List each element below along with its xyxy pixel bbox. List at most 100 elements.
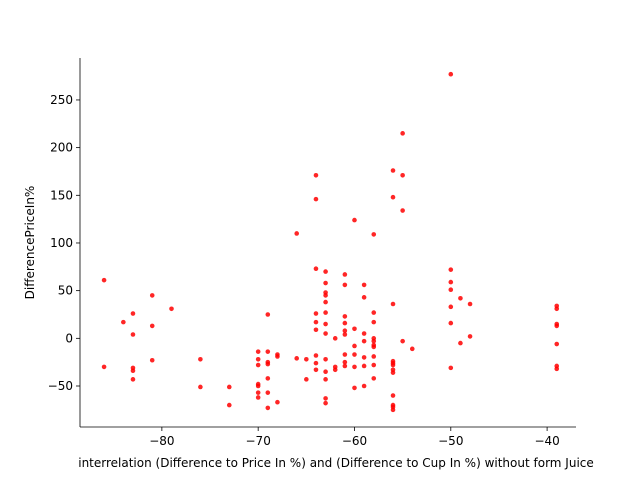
data-point <box>323 377 328 382</box>
data-point <box>352 217 357 223</box>
data-point <box>458 340 463 346</box>
data-point <box>371 338 377 344</box>
data-point <box>149 357 155 363</box>
data-point <box>323 396 328 401</box>
data-point <box>448 71 454 77</box>
y-tick-label: 0 <box>65 331 73 345</box>
y-axis-ticks: −50 0 50 100 150 200 250 <box>48 93 80 393</box>
data-point <box>361 355 367 360</box>
data-point <box>342 328 348 333</box>
data-point <box>554 306 560 312</box>
data-point <box>352 385 357 391</box>
data-point <box>169 306 174 312</box>
data-point <box>361 295 367 300</box>
data-point <box>342 363 348 369</box>
data-point <box>352 352 357 357</box>
data-point <box>313 360 319 366</box>
data-point <box>265 376 271 381</box>
data-point <box>198 384 203 390</box>
data-point <box>313 353 319 358</box>
data-point <box>458 295 463 301</box>
data-point <box>390 301 396 307</box>
data-point <box>323 269 328 274</box>
data-point <box>342 332 348 337</box>
data-point <box>390 168 396 173</box>
data-point <box>323 331 328 336</box>
data-point <box>371 344 377 350</box>
data-point <box>371 319 377 325</box>
data-point <box>400 338 405 344</box>
data-point <box>313 196 319 202</box>
data-point <box>361 282 367 288</box>
data-point <box>275 354 280 359</box>
data-point <box>130 368 136 374</box>
data-point <box>332 336 338 341</box>
data-point <box>265 405 271 411</box>
data-point <box>371 310 377 315</box>
data-point <box>313 319 319 325</box>
x-tick-label: −60 <box>342 434 367 448</box>
x-axis-label: interrelation (Difference to Price In %)… <box>78 456 594 470</box>
data-point <box>400 131 405 136</box>
data-point <box>101 364 107 370</box>
data-point <box>409 346 415 352</box>
data-point <box>400 172 405 178</box>
data-point <box>313 327 319 333</box>
data-point <box>361 331 367 336</box>
data-point <box>352 364 357 370</box>
data-point <box>467 301 473 307</box>
data-point <box>554 341 560 347</box>
data-point <box>361 363 367 369</box>
data-point <box>255 357 261 362</box>
data-point <box>448 267 454 272</box>
data-point <box>323 310 328 315</box>
y-tick-label: −50 <box>48 379 73 393</box>
data-point <box>352 343 357 349</box>
data-point <box>332 367 338 373</box>
data-point <box>371 376 377 381</box>
data-point <box>342 314 348 319</box>
data-point <box>198 357 203 362</box>
x-tick-label: −70 <box>246 434 271 448</box>
y-tick-label: 150 <box>50 188 73 202</box>
data-point <box>313 311 319 316</box>
data-point <box>323 357 328 362</box>
data-point <box>265 312 271 317</box>
data-point <box>361 383 367 389</box>
y-tick-label: 250 <box>50 93 73 107</box>
data-point <box>352 326 357 332</box>
data-point <box>342 272 348 277</box>
data-point <box>275 399 280 405</box>
data-point <box>323 299 328 305</box>
data-points <box>101 71 560 413</box>
data-point <box>554 323 560 329</box>
data-point <box>390 393 396 398</box>
data-point <box>130 377 136 382</box>
data-point <box>371 362 377 368</box>
data-point <box>361 338 367 344</box>
data-point <box>121 319 126 325</box>
data-point <box>323 293 328 298</box>
data-point <box>342 359 348 365</box>
data-point <box>323 369 328 374</box>
data-point <box>304 357 309 362</box>
y-tick-label: 200 <box>50 141 73 155</box>
data-point <box>371 354 377 359</box>
data-point <box>255 349 261 354</box>
data-point <box>255 390 261 395</box>
data-point <box>130 332 136 337</box>
data-point <box>255 395 261 400</box>
data-point <box>390 362 396 368</box>
data-point <box>342 320 348 326</box>
data-point <box>448 287 454 292</box>
data-point <box>467 334 473 339</box>
data-point <box>313 367 319 373</box>
data-point <box>265 390 271 395</box>
data-point <box>226 384 232 390</box>
data-point <box>265 361 271 367</box>
x-axis-ticks: −80 −70 −60 −50 −40 <box>149 427 560 448</box>
y-axis-label: DifferencePriceIn% <box>23 186 37 300</box>
data-point <box>390 407 396 413</box>
data-point <box>255 362 261 368</box>
